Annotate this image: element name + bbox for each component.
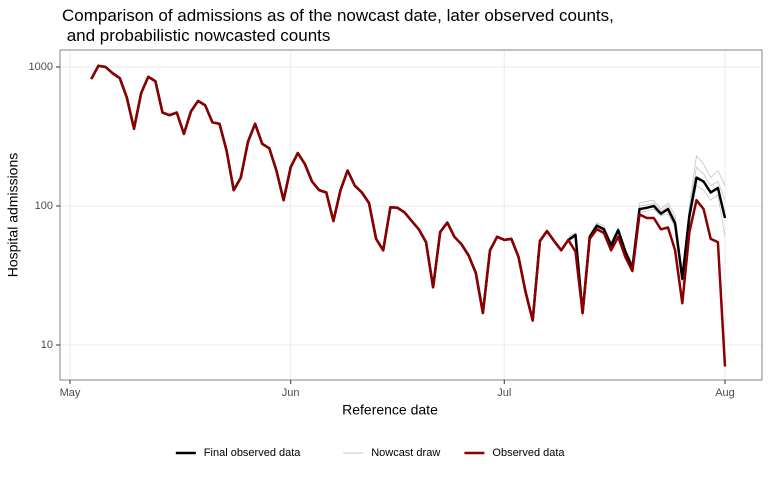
legend-label: Observed data xyxy=(492,447,565,459)
x-axis-label: Reference date xyxy=(342,402,438,418)
x-tick-label: Jul xyxy=(497,387,511,399)
y-tick-label: 100 xyxy=(35,200,53,212)
y-tick-label: 10 xyxy=(41,339,53,351)
series-line xyxy=(90,64,727,322)
panel-border xyxy=(59,49,763,381)
x-tick-label: May xyxy=(60,387,81,399)
chart-title: Comparison of admissions as of the nowca… xyxy=(62,6,614,45)
series-line xyxy=(90,64,727,367)
x-tick-label: Jun xyxy=(282,387,300,399)
legend-label: Final observed data xyxy=(204,447,301,459)
y-axis-label: Hospital admissions xyxy=(5,153,21,278)
x-tick-label: Aug xyxy=(715,387,735,399)
nowcast-draw xyxy=(568,166,726,310)
y-tick-label: 1000 xyxy=(29,61,53,73)
legend-label: Nowcast draw xyxy=(371,447,440,459)
